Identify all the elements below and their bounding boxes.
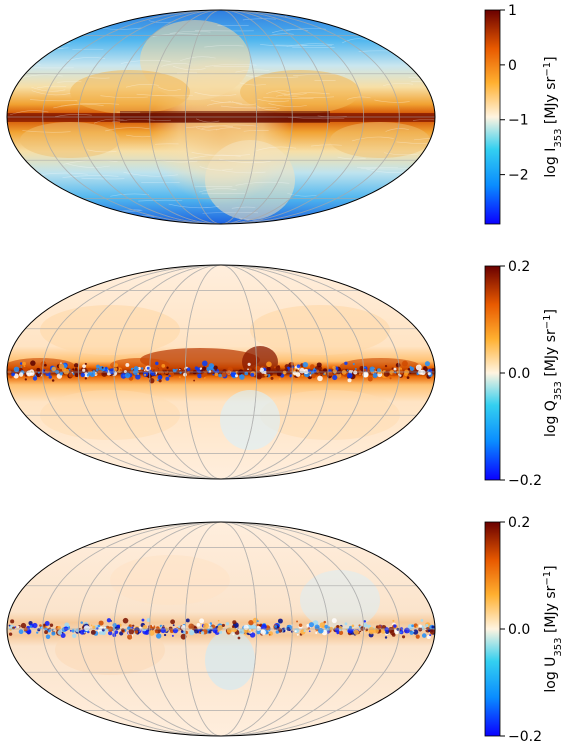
colorbar-intensity: 1 0 −1 −2 log I353 [MJy sr−1] [484, 3, 564, 225]
intensity-map [6, 9, 436, 225]
colorbar-tick-label: 0.2 [508, 515, 530, 531]
colorbar-stokes-u-label: log U353 [MJy sr−1] [542, 565, 564, 692]
colorbar-tick-label: 1 [508, 3, 517, 19]
colorbar-tick-label: 0.0 [508, 622, 530, 638]
colorbar-intensity-label: log I353 [MJy sr−1] [542, 56, 564, 177]
colorbar-tick-label: 0.2 [508, 259, 530, 275]
colorbar-tick-label: 0 [508, 58, 517, 74]
colorbar-tick-label: 0.0 [508, 366, 530, 382]
stokes-u-map [6, 521, 436, 737]
stokes-q-map [6, 264, 436, 480]
colorbar-tick-label: −2 [508, 168, 529, 184]
colorbar-tick-label: −1 [508, 113, 529, 129]
colorbar-tick-label: −0.2 [508, 729, 542, 745]
colorbar-tick-label: −0.2 [508, 473, 542, 489]
colorbar-stokes-u: 0.2 0.0 −0.2 log U353 [MJy sr−1] [484, 515, 564, 745]
colorbar-stokes-q-label: log Q353 [MJy sr−1] [542, 309, 564, 437]
colorbar-stokes-q: 0.2 0.0 −0.2 log Q353 [MJy sr−1] [484, 259, 564, 489]
